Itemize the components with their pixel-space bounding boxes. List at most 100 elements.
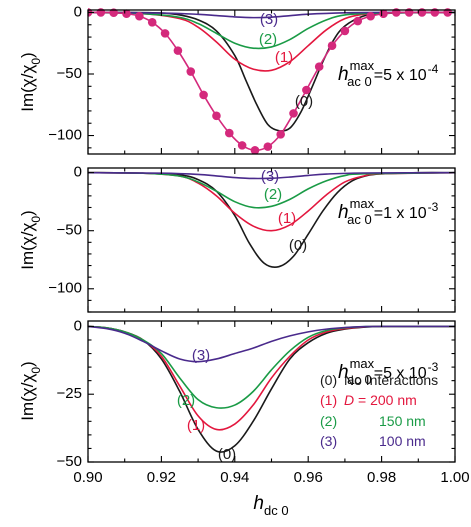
legend-number: (3)	[320, 433, 337, 449]
x-axis-label: hdc 0	[253, 493, 288, 518]
x-tick-label: 0.96	[294, 469, 323, 486]
x-axis-label-main: h	[253, 493, 264, 514]
curve-label: (1)	[278, 210, 296, 227]
y-axis-label: Im(χ/χ0)	[18, 361, 43, 420]
legend-number: (1)	[320, 392, 337, 408]
legend-d-value: = 200 nm	[354, 392, 417, 408]
data-point	[314, 62, 324, 71]
y-axis-label-close: )	[18, 210, 37, 216]
curve-label: (3)	[260, 11, 278, 28]
series-line-3	[88, 325, 455, 363]
curve-label: (1)	[275, 49, 293, 66]
data-point	[135, 11, 144, 21]
legend-number: (0)	[320, 372, 337, 388]
data-point	[212, 111, 221, 121]
y-axis-label: Im(χ/χ0)	[18, 210, 43, 269]
data-point	[302, 85, 311, 95]
legend-text: 100 nm	[379, 433, 426, 449]
y-axis-label-close: )	[18, 52, 37, 58]
annotation-sup: max	[350, 58, 375, 73]
series-line-3	[88, 171, 455, 180]
data-point	[366, 11, 375, 21]
annotation-exp: -3	[428, 360, 439, 374]
data-point	[289, 109, 298, 118]
y-tick-label: −50	[57, 453, 82, 470]
annotation-exp: -4	[428, 62, 439, 76]
curve-label: (3)	[261, 168, 279, 185]
field-annotation: hmax ac 0 =1 x 10-3	[338, 196, 439, 227]
y-axis-label-main: Im(χ/χ	[18, 223, 37, 270]
y-axis-label-close: )	[18, 361, 37, 367]
y-axis-label-sub: 0	[29, 58, 43, 65]
field-annotation: hmax ac 0 =5 x 10-3	[338, 356, 439, 387]
data-point	[122, 9, 131, 18]
data-point	[237, 141, 247, 150]
field-annotation: hmax ac 0 =5 x 10-4	[338, 58, 439, 89]
curve-label: (2)	[264, 186, 282, 203]
legend-d: D	[344, 392, 354, 408]
series-group	[88, 8, 455, 154]
y-tick-label: 0	[74, 317, 82, 334]
data-point	[160, 29, 170, 38]
series-group	[88, 325, 455, 453]
x-axis-label-sub: dc 0	[264, 503, 289, 518]
y-axis-label-main: Im(χ/χ	[18, 65, 37, 112]
series-line-2	[88, 11, 455, 50]
data-point	[340, 26, 350, 36]
annotation-sup: max	[350, 356, 375, 371]
legend-text: D = 200 nm	[344, 392, 417, 408]
series-line-3	[88, 11, 455, 19]
data-point	[276, 130, 285, 139]
annotation-value: =5 x 10	[374, 365, 427, 382]
legend-text: 150 nm	[379, 413, 426, 429]
data-point	[173, 46, 183, 55]
y-tick-label: −50	[57, 222, 82, 239]
curve-label: (0)	[295, 93, 313, 110]
legend-text: No Interactions	[344, 372, 438, 388]
x-tick-label: 0.90	[73, 469, 102, 486]
x-tick-label: 1.00	[440, 469, 469, 486]
data-point	[263, 142, 273, 151]
curve-label: (0)	[289, 237, 307, 254]
series-group	[88, 171, 455, 268]
data-point	[353, 16, 363, 26]
y-tick-label: −100	[48, 280, 82, 297]
annotation-h: h	[338, 202, 349, 223]
y-tick-label: −50	[57, 65, 82, 82]
y-tick-label: −100	[48, 127, 82, 144]
y-axis-label-sub: 0	[29, 367, 43, 374]
data-point	[327, 41, 337, 50]
legend-number: (2)	[320, 413, 337, 429]
annotation-h: h	[338, 362, 349, 383]
y-axis-label-sub: 0	[29, 216, 43, 223]
curve-label: (1)	[187, 417, 205, 434]
x-tick-label: 0.98	[367, 469, 396, 486]
data-point	[199, 90, 208, 100]
annotation-sub: ac 0	[347, 372, 372, 387]
y-axis-label: Im(χ/χ0)	[18, 52, 43, 111]
annotation-value: =1 x 10	[374, 205, 427, 222]
legend: (0) No Interactions (1) D = 200 nm (2) 150 nm…	[320, 372, 438, 449]
y-tick-label: −25	[57, 385, 82, 402]
annotation-exp: -3	[428, 200, 439, 214]
y-tick-label: 0	[74, 3, 82, 20]
annotation-sup: max	[350, 196, 375, 211]
annotation-sub: ac 0	[347, 74, 372, 89]
curve-label: (3)	[192, 347, 210, 364]
annotation-value: =5 x 10	[374, 67, 427, 84]
y-tick-label: 0	[74, 164, 82, 181]
curve-label: (0)	[218, 446, 236, 463]
data-point	[147, 18, 157, 27]
curve-label: (2)	[177, 392, 195, 409]
x-tick-label: 0.94	[220, 469, 249, 486]
data-point	[186, 67, 196, 76]
annotation-h: h	[338, 64, 349, 85]
curve-label: (2)	[259, 31, 277, 48]
x-tick-label: 0.92	[147, 469, 176, 486]
data-point	[250, 146, 260, 154]
data-point	[379, 9, 388, 18]
